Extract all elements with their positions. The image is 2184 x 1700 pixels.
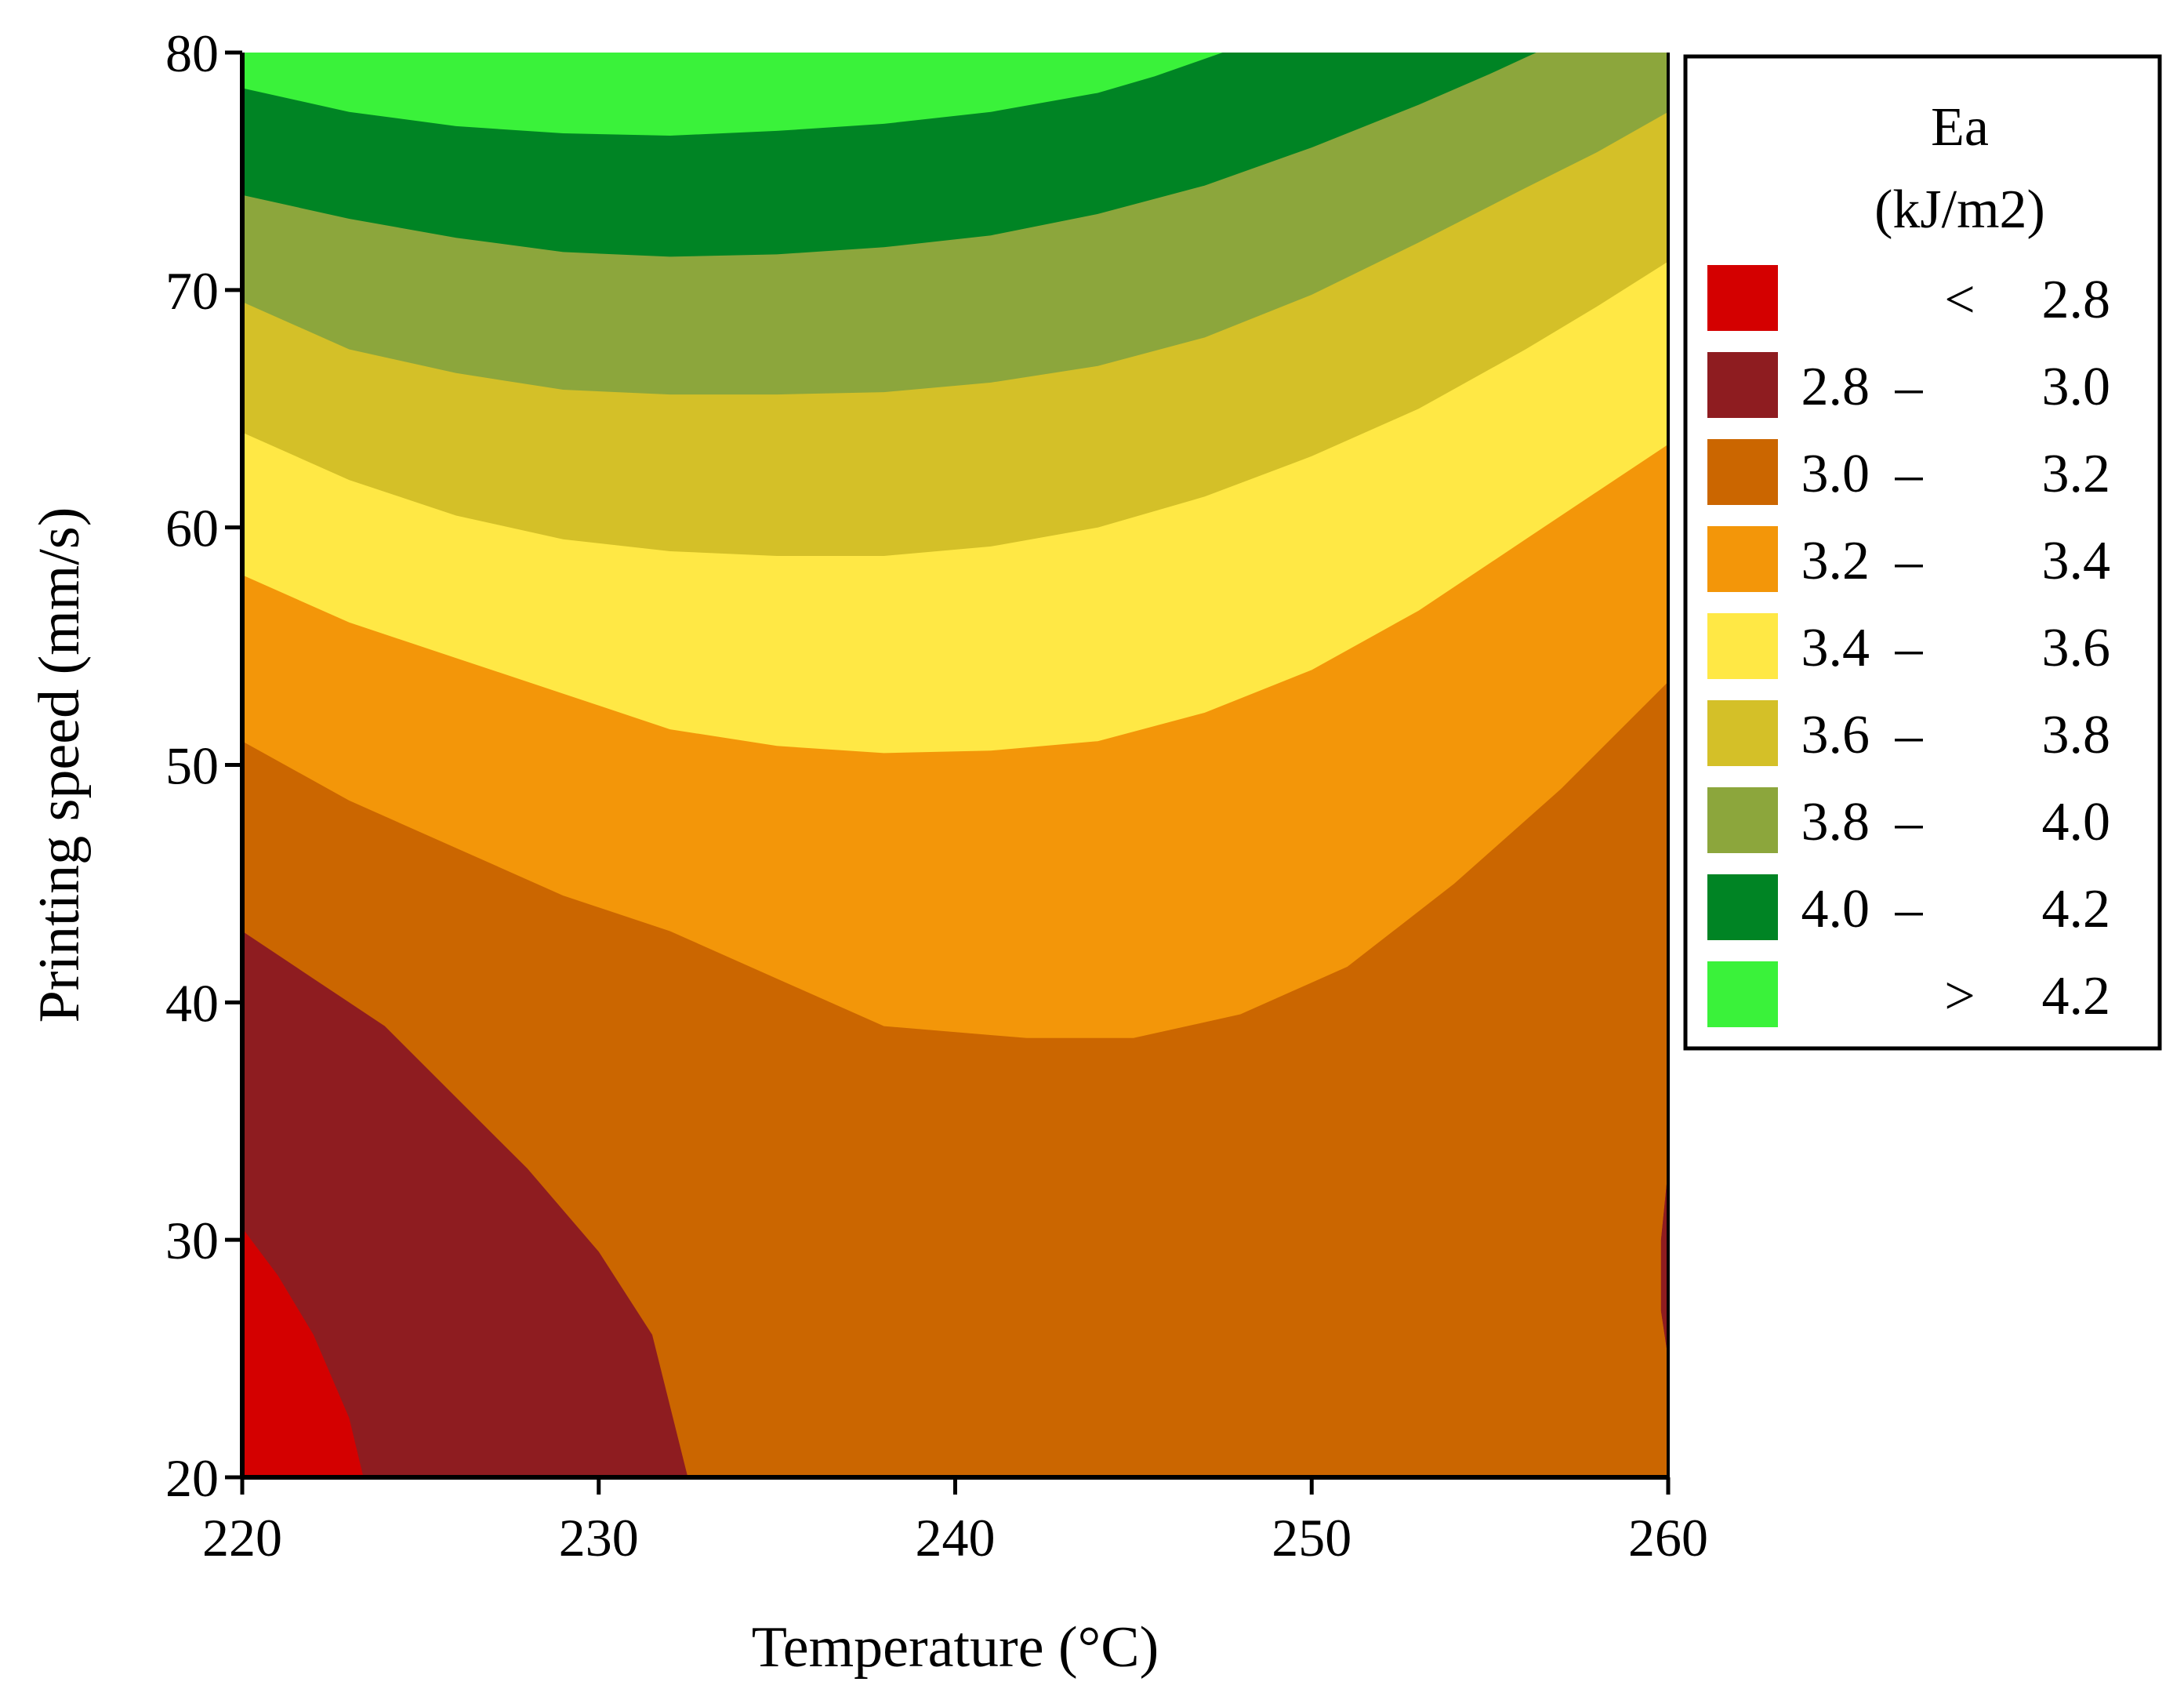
x-tick-label-4: 260: [1628, 1508, 1708, 1567]
y-tick-label-3: 50: [165, 736, 219, 796]
legend-items: <2.82.8–3.03.0–3.23.2–3.43.4–3.63.6–3.83…: [1707, 265, 2110, 1027]
x-tick-label-0: 220: [202, 1508, 282, 1567]
legend-high-1: 3.0: [2042, 357, 2111, 417]
legend-sep-1: –: [1895, 357, 1924, 417]
legend-swatch-0: [1707, 265, 1778, 331]
legend-high-2: 3.2: [2042, 444, 2111, 504]
x-tick-label-3: 250: [1272, 1508, 1351, 1567]
y-tick-label-1: 30: [165, 1211, 219, 1270]
legend-sep-0: <: [1944, 270, 1975, 330]
plot-area: [242, 53, 1668, 1477]
axes: 220 230 240 250 260 20 30 40 50 60 70 80: [165, 24, 1708, 1567]
x-tick-label-1: 230: [559, 1508, 639, 1567]
legend: Ea (kJ/m2) <2.82.8–3.03.0–3.23.2–3.43.4–…: [1683, 54, 2162, 1051]
y-axis-title: Printing speed (mm/s): [27, 507, 92, 1023]
legend-title: Ea: [1931, 97, 1989, 158]
legend-swatch-5: [1707, 700, 1778, 766]
y-tick-label-2: 40: [165, 973, 219, 1033]
legend-unit: (kJ/m2): [1874, 180, 2045, 240]
legend-swatch-6: [1707, 787, 1778, 853]
legend-low-2: 3.0: [1801, 444, 1870, 504]
legend-sep-7: –: [1895, 879, 1924, 939]
legend-swatch-3: [1707, 526, 1778, 592]
legend-sep-5: –: [1895, 705, 1924, 765]
legend-high-8: 4.2: [2042, 966, 2111, 1026]
y-tick-label-6: 80: [165, 24, 219, 83]
y-tick-label-5: 70: [165, 261, 219, 321]
legend-sep-8: >: [1944, 966, 1975, 1026]
legend-sep-2: –: [1895, 444, 1924, 504]
contour-notch-2: [1660, 1168, 1668, 1359]
legend-swatch-2: [1707, 439, 1778, 505]
legend-high-7: 4.2: [2042, 879, 2111, 939]
legend-high-0: 2.8: [2042, 270, 2111, 330]
legend-high-5: 3.8: [2042, 705, 2111, 765]
x-axis-title: Temperature (°C): [752, 1615, 1159, 1680]
legend-low-3: 3.2: [1801, 531, 1870, 591]
legend-sep-3: –: [1895, 531, 1924, 591]
legend-high-6: 4.0: [2042, 792, 2111, 852]
legend-high-3: 3.4: [2042, 531, 2111, 591]
legend-high-4: 3.6: [2042, 618, 2111, 678]
y-tick-label-0: 20: [165, 1448, 219, 1508]
legend-swatch-7: [1707, 874, 1778, 940]
legend-low-6: 3.8: [1801, 792, 1870, 852]
legend-low-4: 3.4: [1801, 618, 1870, 678]
legend-low-5: 3.6: [1801, 705, 1870, 765]
legend-sep-4: –: [1895, 618, 1924, 678]
legend-swatch-4: [1707, 613, 1778, 679]
legend-low-7: 4.0: [1801, 879, 1870, 939]
legend-low-1: 2.8: [1801, 357, 1870, 417]
contour-region-8: [242, 53, 1223, 136]
legend-swatch-1: [1707, 352, 1778, 418]
legend-swatch-8: [1707, 961, 1778, 1027]
x-tick-label-2: 240: [916, 1508, 996, 1567]
y-tick-label-4: 60: [165, 499, 219, 558]
legend-sep-6: –: [1895, 792, 1924, 852]
